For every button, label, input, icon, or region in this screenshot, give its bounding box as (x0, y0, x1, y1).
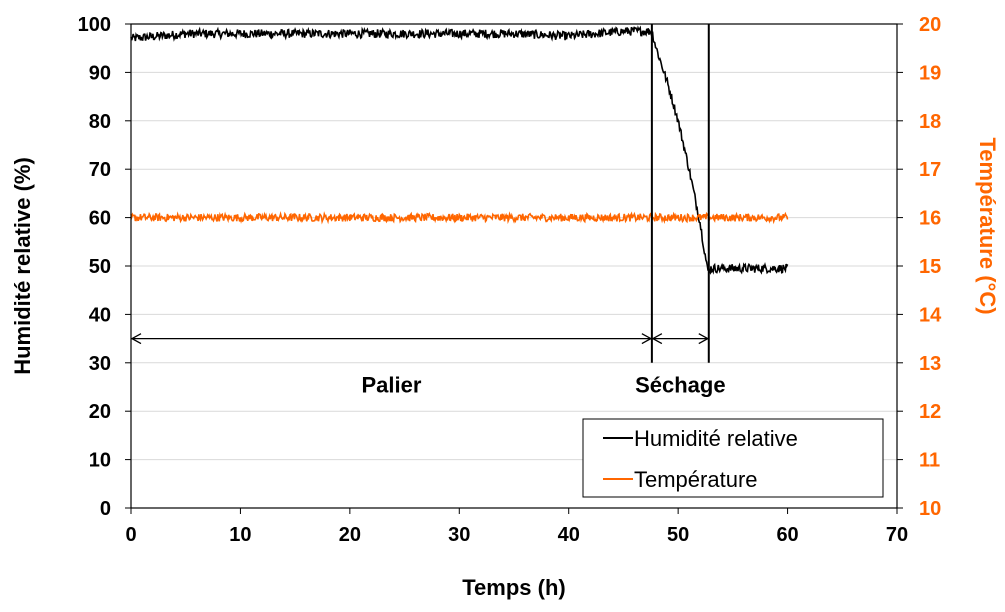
x-axis-ticks: 0 10 20 30 40 50 60 70 (125, 508, 908, 546)
y-tick-label: 0 (100, 498, 111, 520)
arrow-head (130, 333, 142, 345)
annotation-label: Séchage (635, 373, 726, 398)
legend-label-temperature: Température (634, 467, 758, 492)
y2-tick-label: 11 (919, 450, 940, 472)
x-tick-label: 50 (667, 524, 689, 546)
x-tick-label: 30 (448, 524, 470, 546)
y-axis-right-title: Température (°C) (975, 137, 1000, 314)
y2-tick-label: 20 (919, 14, 941, 36)
y-tick-label: 20 (89, 401, 111, 423)
y-tick-label: 30 (89, 353, 111, 375)
y2-tick-label: 13 (919, 353, 941, 375)
y2-tick-label: 14 (919, 304, 942, 326)
y2-tick-label: 10 (919, 498, 941, 520)
y-tick-label: 10 (89, 450, 111, 472)
series-layer (130, 25, 789, 275)
y-axis-right-ticks: 10 11 12 13 14 15 16 17 18 19 20 (897, 14, 942, 520)
y-tick-label: 100 (78, 14, 111, 36)
x-tick-label: 20 (339, 524, 361, 546)
grid-lines (131, 71, 897, 461)
y2-tick-label: 12 (919, 401, 941, 423)
series-line-0 (130, 25, 789, 275)
annotation-label: Palier (361, 373, 421, 398)
vertical-markers (650, 24, 710, 363)
x-axis-title: Temps (h) (462, 575, 565, 600)
legend-box (582, 418, 884, 498)
y-tick-label: 50 (89, 256, 111, 278)
arrow-head (641, 333, 653, 345)
series-line-1 (130, 210, 789, 225)
y-axis-left-ticks: 0 10 20 30 40 50 60 70 80 90 100 (78, 14, 131, 520)
y2-tick-label: 16 (919, 208, 941, 230)
arrow-head (651, 333, 663, 345)
x-tick-label: 10 (229, 524, 251, 546)
y-tick-label: 80 (89, 111, 111, 133)
y-tick-label: 60 (89, 208, 111, 230)
x-tick-label: 70 (886, 524, 908, 546)
y2-tick-label: 18 (919, 111, 941, 133)
legend-label-humidite: Humidité relative (634, 426, 798, 451)
x-tick-label: 40 (558, 524, 580, 546)
arrow-head (698, 333, 710, 345)
x-tick-label: 0 (125, 524, 136, 546)
y-tick-label: 70 (89, 159, 111, 181)
y2-tick-label: 17 (919, 159, 941, 181)
annotations: Palier Séchage (130, 333, 726, 398)
y2-tick-label: 15 (919, 256, 941, 278)
y-tick-label: 90 (89, 62, 111, 84)
y-tick-label: 40 (89, 304, 111, 326)
x-tick-label: 60 (776, 524, 798, 546)
y-axis-left-title: Humidité relative (%) (10, 157, 35, 375)
legend: Humidité relative Température (582, 418, 884, 498)
y2-tick-label: 19 (919, 62, 941, 84)
